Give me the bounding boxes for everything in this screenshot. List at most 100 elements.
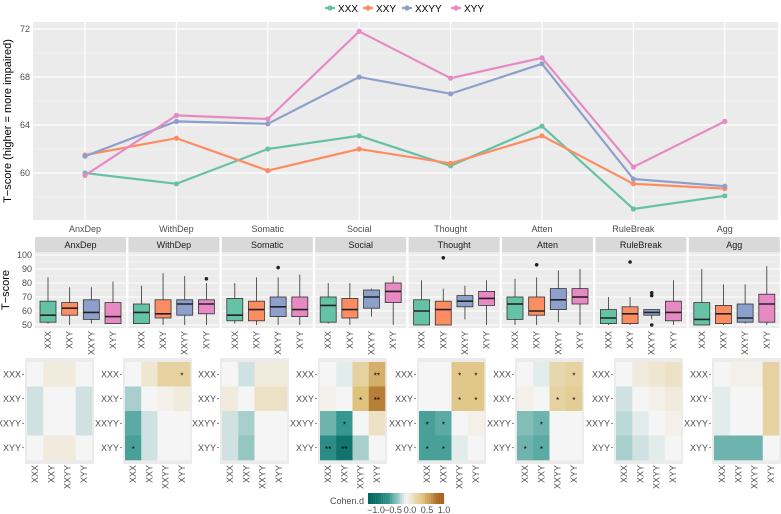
colorbar-segment <box>440 493 443 504</box>
heatmap-tile <box>141 435 158 461</box>
heatmap-tile <box>222 362 239 387</box>
data-point-xxx <box>356 133 362 139</box>
heatmap-col-label: XYY <box>471 465 481 483</box>
box-xxx <box>506 296 524 320</box>
heatmap-tile <box>270 386 288 412</box>
box-x-tick-label: XYY <box>575 331 585 349</box>
heatmap-tile <box>238 435 255 461</box>
box-x-tick-label: XYY <box>108 331 118 349</box>
colorbar-title: Cohen.d <box>330 496 364 506</box>
significance-marker: ** <box>325 445 331 454</box>
facet-strip-label: AnxDep <box>64 240 96 250</box>
heatmap-tile <box>632 411 649 436</box>
box-x-tick-label: XXYY <box>273 331 283 355</box>
significance-marker: * <box>572 371 575 380</box>
outlier-point <box>204 277 209 281</box>
heatmap-tile <box>238 386 255 412</box>
box-xxx <box>132 303 150 325</box>
box-xyy <box>197 299 215 315</box>
heatmap-tile <box>27 386 44 412</box>
heatmap-tile <box>336 435 353 461</box>
heatmap-tile <box>549 435 567 461</box>
colorbar-segment <box>385 493 388 504</box>
heatmap-tile <box>141 386 158 412</box>
heatmap-tile <box>352 386 370 412</box>
heatmap-row-label: XXYY <box>192 418 216 428</box>
heatmap-tile <box>43 362 60 387</box>
colorbar-tick-label: 1.0 <box>438 505 451 514</box>
box-xxx <box>39 300 57 323</box>
heatmap-col-label: XYY <box>766 465 776 483</box>
data-point-xxyy <box>82 153 88 159</box>
heatmap-tile <box>75 386 93 412</box>
heatmap-col-label: XYY <box>569 465 579 483</box>
heatmap-tile <box>730 435 747 461</box>
colorbar-segment <box>426 493 429 504</box>
box-xxx <box>319 296 337 323</box>
colorbar-segment <box>409 493 412 504</box>
colorbar-segment <box>438 493 441 504</box>
data-point-xxyy <box>356 74 362 80</box>
data-point-xxy <box>630 181 637 187</box>
heatmap-tile <box>254 411 272 436</box>
box-xxx <box>600 309 617 325</box>
heatmap-tile <box>270 411 288 436</box>
x-tick-label: AnxDep <box>69 224 101 234</box>
box-x-tick-label: XXYY <box>740 331 750 355</box>
heatmap-tile <box>730 411 747 436</box>
heatmap-tile <box>533 411 550 436</box>
colorbar-segment <box>369 493 372 504</box>
heatmap-row-label: XXY <box>296 394 314 404</box>
heatmap-row-label: XXY <box>101 394 119 404</box>
facet-strip <box>128 237 220 252</box>
data-point-xyy <box>82 172 88 178</box>
significance-marker: * <box>426 420 429 429</box>
heatmap-tile <box>336 411 353 436</box>
box-x-tick-label: XXYY <box>460 331 470 355</box>
line-panel <box>33 22 778 220</box>
heatmap-tile <box>43 386 60 412</box>
data-point-xxy <box>539 133 545 139</box>
heatmap-tile <box>746 411 764 436</box>
box-x-tick-label: XXYY <box>180 331 190 355</box>
heatmap-tile <box>565 386 583 412</box>
heatmap-row-label: XXYY <box>684 418 708 428</box>
data-point-xyy <box>356 28 362 34</box>
heatmap-tile <box>648 411 666 436</box>
heatmap-tile <box>565 435 583 461</box>
colorbar-segment <box>413 493 416 504</box>
box-x-tick-label: XXX <box>136 331 146 349</box>
heatmap-tile <box>467 362 485 387</box>
data-point-xyy <box>630 164 637 170</box>
heatmap-tile <box>664 386 682 412</box>
colorbar-segment <box>379 493 382 504</box>
heatmap-tile <box>419 362 436 387</box>
heatmap-tile <box>616 362 633 387</box>
y-tick-label: 72 <box>20 24 30 34</box>
heatmap-col-label: XXX <box>128 465 138 483</box>
heatmap-row-label: XXYY <box>0 418 21 428</box>
heatmap-tile <box>517 362 534 387</box>
data-point-xxx <box>722 193 728 199</box>
heatmap-tile <box>43 411 60 436</box>
heatmap-tile <box>648 435 666 461</box>
y-axis-title: T−score (higher = more impaired) <box>2 39 14 203</box>
heatmap-tile <box>616 435 633 461</box>
x-tick-label: WithDep <box>159 224 194 234</box>
legend-label: XYY <box>464 4 484 15</box>
heatmap-row-label: XXY <box>592 394 610 404</box>
heatmap-row-label: XYY <box>3 443 21 453</box>
heatmap-tile <box>125 411 142 436</box>
facet-strip <box>408 237 500 252</box>
box-y-tick-label: 50 <box>22 320 32 330</box>
y-tick-label: 64 <box>20 120 30 130</box>
heatmap-col-label: XXY <box>46 465 56 483</box>
series-line-xyy <box>84 30 726 177</box>
heatmap-tile <box>254 386 272 412</box>
colorbar-segment <box>434 493 437 504</box>
colorbar-segment <box>402 493 405 504</box>
data-point-xxyy <box>448 91 454 97</box>
heatmap-row-label: XXY <box>493 394 511 404</box>
heatmap-col-label: XXY <box>438 465 448 483</box>
